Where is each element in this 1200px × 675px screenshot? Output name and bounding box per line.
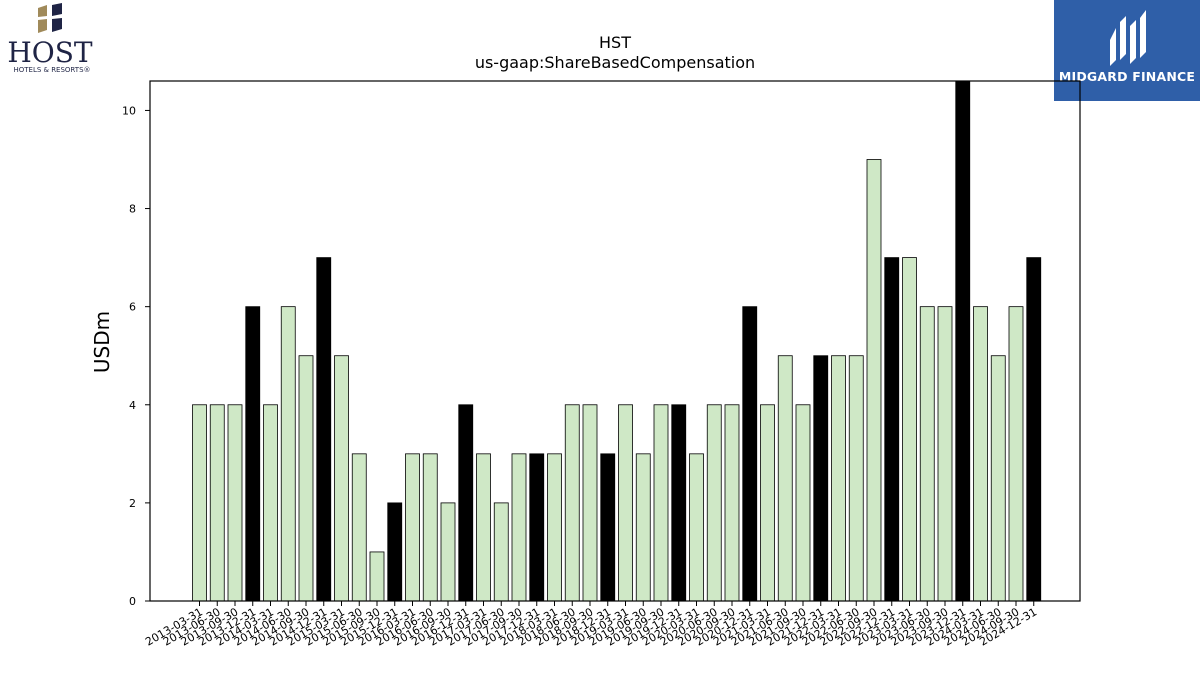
bar-2018-06-30 [564,404,580,602]
bar-2014-06-30 [280,306,296,602]
bar-2022-06-30 [848,355,864,602]
host-logo-wordmark: HOST [7,36,93,69]
host-hotels-logo: HOST HOTELS & RESORTS® [0,0,110,80]
midgard-finance-logo: MIDGARD FINANCE [1054,0,1200,101]
bar-2019-09-30 [653,404,669,602]
bar-2022-12-31 [884,257,900,602]
bars-group [192,80,1042,602]
y-axis-label: USDm [90,311,114,373]
bar-2015-09-30 [369,551,385,602]
bar-2017-03-31 [476,453,491,602]
bar-2023-12-31 [955,80,971,602]
bar-2014-09-30 [298,355,314,602]
y-axis: 0 2 4 6 8 10 [122,104,150,608]
bar-2019-12-31 [671,404,687,602]
bar-2023-03-31 [902,257,917,602]
bar-2024-12-31 [1026,257,1042,602]
bar-2013-03-31 [192,404,207,602]
y-tick-label: 2 [129,497,136,510]
bar-2019-03-31 [618,404,633,602]
bar-2018-09-30 [582,404,598,602]
bar-2016-09-30 [440,502,456,602]
bar-2019-06-30 [635,453,651,602]
bar-2020-03-31 [689,453,704,602]
bar-2020-09-30 [724,404,740,602]
bar-2015-03-31 [334,355,349,602]
bar-2013-12-31 [245,306,261,602]
midgard-emblem-icon [1110,10,1146,66]
bar-2021-03-31 [760,404,775,602]
bar-2013-09-30 [227,404,243,602]
y-tick-label: 10 [122,104,136,117]
bar-2021-06-30 [777,355,793,602]
bar-2023-06-30 [919,306,935,602]
plot-frame [149,80,1081,602]
bar-2017-06-30 [493,502,509,602]
bar-2024-03-31 [973,306,988,602]
bar-2015-12-31 [387,502,403,602]
bar-2022-09-30 [866,159,882,602]
bar-2020-12-31 [742,306,758,602]
bar-2018-12-31 [600,453,616,602]
bar-2022-03-31 [831,355,846,602]
bar-2021-12-31 [813,355,829,602]
y-tick-label: 4 [129,399,136,412]
x-axis: 2013-03-312013-06-302013-09-302013-12-31… [143,601,1039,649]
bar-2018-03-31 [547,453,562,602]
bar-2016-12-31 [458,404,474,602]
bar-2017-12-31 [529,453,545,602]
bar-2024-06-30 [990,355,1006,602]
bar-2014-03-31 [263,404,278,602]
bar-2015-06-30 [351,453,367,602]
y-tick-label: 6 [129,301,136,314]
bar-2023-09-30 [937,306,953,602]
host-logo-tagline: HOTELS & RESORTS® [13,66,90,74]
bar-2021-09-30 [795,404,811,602]
y-tick-label: 0 [129,595,136,608]
bar-2013-06-30 [209,404,225,602]
host-emblem-icon [38,3,62,33]
bar-2024-09-30 [1008,306,1024,602]
chart-title: HST [599,33,631,52]
bar-2016-03-31 [405,453,420,602]
midgard-logo-wordmark: MIDGARD FINANCE [1058,69,1196,84]
bar-2016-06-30 [422,453,438,602]
bar-2020-06-30 [706,404,722,602]
chart-subtitle: us-gaap:ShareBasedCompensation [475,53,755,72]
bar-2017-09-30 [511,453,527,602]
y-tick-label: 8 [129,203,136,216]
bar-2014-12-31 [316,257,332,602]
